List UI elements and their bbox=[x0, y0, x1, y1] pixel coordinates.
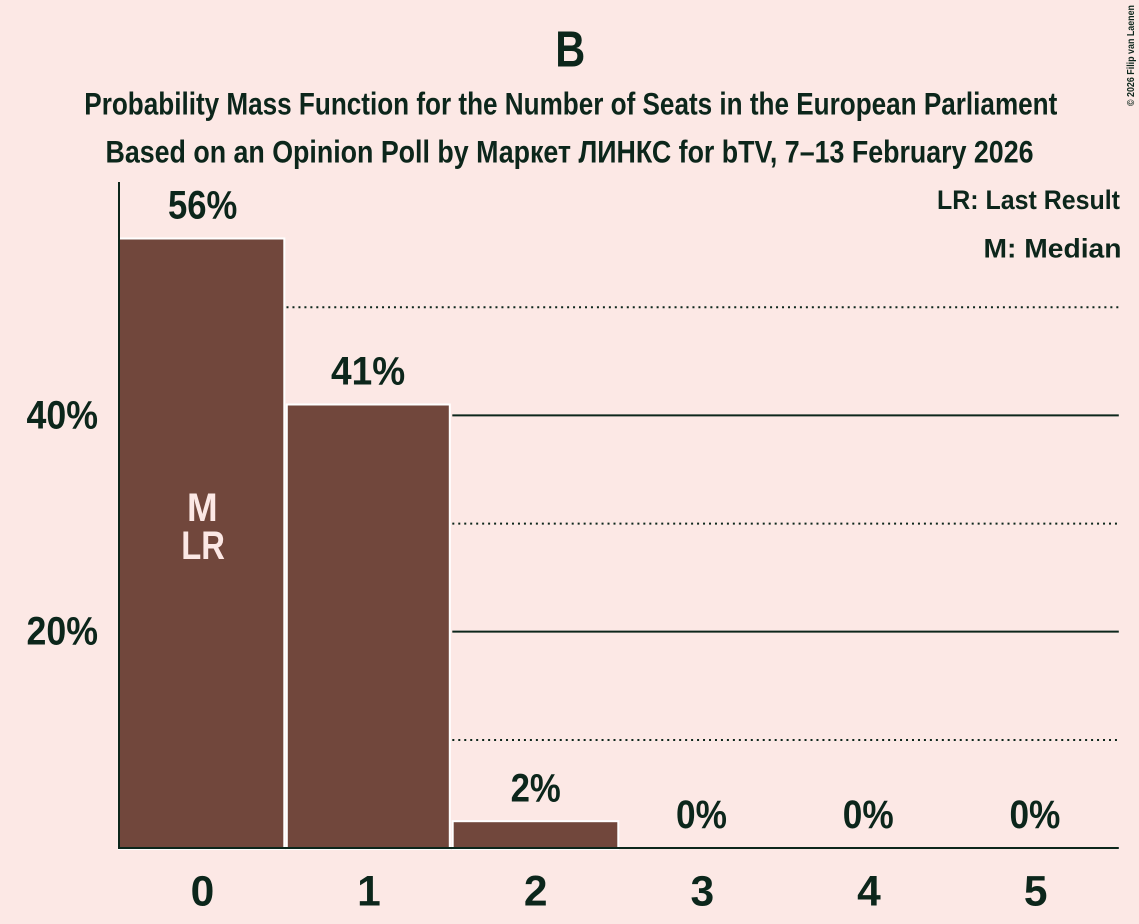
svg-text:Based on an Opinion Poll by Ма: Based on an Opinion Poll by Маркет ЛИНКС… bbox=[106, 135, 1034, 170]
svg-text:© 2026 Filip van Laenen: © 2026 Filip van Laenen bbox=[1126, 5, 1137, 106]
svg-text:56%: 56% bbox=[168, 182, 237, 227]
svg-text:4: 4 bbox=[857, 869, 881, 916]
svg-text:LR: LR bbox=[181, 523, 225, 568]
svg-text:0: 0 bbox=[191, 869, 215, 916]
svg-text:1: 1 bbox=[357, 869, 381, 916]
svg-text:LR: Last Result: LR: Last Result bbox=[937, 184, 1120, 215]
svg-text:M: Median: M: Median bbox=[984, 232, 1122, 263]
svg-text:0%: 0% bbox=[676, 792, 727, 837]
svg-text:0%: 0% bbox=[843, 792, 894, 837]
svg-text:41%: 41% bbox=[331, 349, 405, 394]
svg-text:5: 5 bbox=[1024, 869, 1048, 916]
svg-text:3: 3 bbox=[690, 869, 714, 916]
svg-text:2: 2 bbox=[524, 869, 548, 916]
svg-text:2%: 2% bbox=[511, 765, 561, 810]
svg-text:Probability Mass Function for: Probability Mass Function for the Number… bbox=[84, 87, 1057, 122]
svg-text:0%: 0% bbox=[1009, 792, 1060, 837]
svg-text:В: В bbox=[555, 20, 585, 77]
svg-text:M: M bbox=[187, 486, 218, 531]
svg-text:40%: 40% bbox=[27, 394, 98, 438]
svg-text:20%: 20% bbox=[27, 610, 98, 654]
